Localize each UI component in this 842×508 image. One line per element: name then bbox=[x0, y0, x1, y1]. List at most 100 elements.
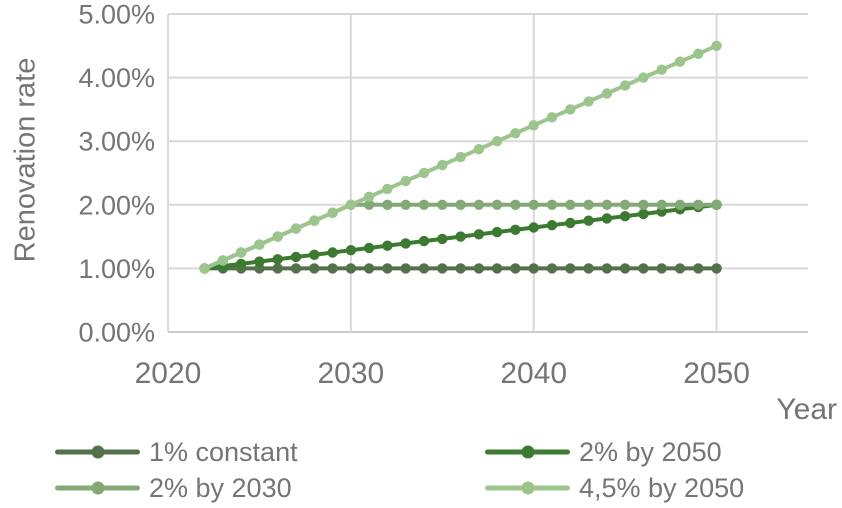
series-point bbox=[528, 120, 539, 131]
series-point bbox=[363, 191, 375, 202]
series-point bbox=[309, 249, 320, 260]
series-point bbox=[382, 240, 393, 251]
series-point bbox=[619, 263, 631, 274]
series-point bbox=[674, 199, 686, 210]
y-axis-title: Renovation rate bbox=[9, 57, 42, 263]
series-point bbox=[473, 263, 485, 274]
series-point bbox=[272, 231, 283, 242]
series-point bbox=[711, 40, 722, 51]
series-point bbox=[528, 222, 539, 233]
legend-label: 2% by 2050 bbox=[579, 436, 722, 467]
series-point bbox=[510, 224, 521, 235]
series-point bbox=[656, 263, 667, 274]
series-point bbox=[546, 112, 558, 123]
series-point bbox=[601, 213, 613, 224]
series-point bbox=[583, 199, 594, 210]
y-tick-label: 2.00% bbox=[78, 190, 155, 220]
series-point bbox=[619, 199, 631, 210]
series-point bbox=[382, 183, 393, 195]
series-point bbox=[638, 199, 649, 210]
series-point bbox=[619, 80, 631, 91]
series-point bbox=[693, 263, 704, 274]
series-point bbox=[363, 199, 375, 210]
legend-line-marker-icon bbox=[485, 445, 570, 459]
series-point bbox=[400, 238, 411, 249]
series-point bbox=[473, 199, 485, 210]
series-point bbox=[235, 247, 247, 258]
series-point bbox=[583, 96, 594, 107]
series-point bbox=[437, 159, 448, 171]
series-point bbox=[565, 199, 576, 210]
y-tick-label: 1.00% bbox=[78, 254, 155, 284]
series-point bbox=[656, 64, 667, 75]
series-point bbox=[290, 263, 302, 274]
series-point bbox=[583, 263, 594, 274]
x-tick-label: 2020 bbox=[135, 357, 202, 390]
series-point bbox=[400, 199, 411, 210]
series-point bbox=[565, 263, 576, 274]
x-tick-label: 2040 bbox=[500, 357, 567, 390]
series-point bbox=[290, 223, 302, 234]
series-point bbox=[510, 199, 521, 210]
legend-label: 2% by 2030 bbox=[149, 472, 292, 503]
series-point bbox=[491, 136, 503, 147]
series-point bbox=[217, 255, 229, 266]
legend-line-marker-icon bbox=[55, 445, 140, 459]
legend-line-marker-icon bbox=[55, 481, 140, 495]
chart-legend: 1% constant 2% by 2050 2% by 2030 4,5% by 2… bbox=[55, 436, 815, 504]
series-point bbox=[418, 167, 430, 179]
series-point bbox=[345, 263, 357, 274]
series-point bbox=[638, 208, 649, 220]
series-point bbox=[638, 72, 649, 83]
series-point bbox=[674, 263, 686, 274]
series-point bbox=[711, 263, 722, 274]
series-point bbox=[345, 245, 357, 256]
series-point bbox=[437, 263, 448, 274]
series-point bbox=[711, 199, 722, 210]
series-point bbox=[583, 215, 594, 226]
series-point bbox=[693, 48, 704, 59]
y-tick-label: 5.00% bbox=[78, 0, 155, 29]
x-tick-label: 2050 bbox=[683, 357, 750, 390]
series-point bbox=[601, 199, 613, 210]
series-point bbox=[510, 128, 521, 139]
legend-item: 2% by 2030 bbox=[55, 472, 485, 504]
series-point bbox=[528, 199, 539, 210]
series-point bbox=[546, 220, 558, 231]
y-tick-label: 4.00% bbox=[78, 63, 155, 93]
series-point bbox=[656, 199, 667, 210]
series-point bbox=[382, 263, 393, 274]
series-point bbox=[309, 215, 320, 226]
series-point bbox=[601, 88, 613, 99]
series-point bbox=[272, 254, 283, 265]
series-point bbox=[491, 226, 503, 238]
series-point bbox=[199, 263, 210, 274]
legend-label: 4,5% by 2050 bbox=[579, 472, 745, 503]
series-point bbox=[437, 233, 448, 245]
series-point bbox=[455, 231, 466, 242]
series-point bbox=[546, 263, 558, 274]
x-axis-title: Year bbox=[776, 393, 837, 426]
series-point bbox=[455, 151, 466, 163]
series-point bbox=[601, 263, 613, 274]
legend-label: 1% constant bbox=[149, 436, 298, 467]
series-point bbox=[345, 199, 357, 210]
series-point bbox=[565, 217, 576, 229]
series-point bbox=[565, 104, 576, 115]
series-point bbox=[491, 199, 503, 210]
series-point bbox=[619, 211, 631, 222]
series-point bbox=[363, 263, 375, 274]
series-point bbox=[473, 144, 485, 155]
series-point bbox=[674, 56, 686, 67]
legend-item: 2% by 2050 bbox=[485, 436, 815, 468]
series-point bbox=[327, 247, 338, 258]
series-point bbox=[418, 263, 430, 274]
series-point bbox=[254, 239, 265, 250]
series-point bbox=[254, 256, 265, 267]
y-tick-label: 0.00% bbox=[78, 317, 155, 347]
legend-item: 4,5% by 2050 bbox=[485, 472, 815, 504]
series-point bbox=[546, 199, 558, 210]
series-point bbox=[272, 263, 283, 274]
series-point bbox=[510, 263, 521, 274]
